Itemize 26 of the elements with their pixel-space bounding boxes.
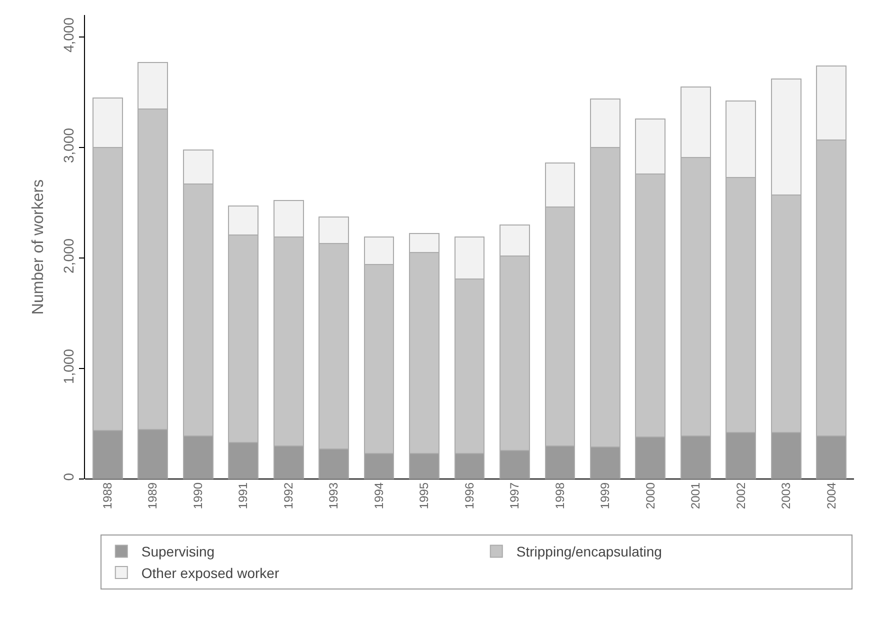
x-tick-label: 1994 [372,482,386,510]
x-tick-label: 1997 [508,482,522,510]
x-tick-label: 2004 [824,482,838,510]
legend-label: Stripping/encapsulating [516,544,662,560]
x-tick-label: 1990 [190,482,205,510]
x-tick-label: 1992 [281,482,296,510]
y-tick-label: 2,000 [60,238,76,274]
legend-label: Supervising [141,544,215,560]
x-tick-label: 1993 [326,482,341,510]
y-tick-label: 4,000 [60,17,76,53]
x-tick-label: 1998 [552,482,567,510]
x-tick-label: 1989 [146,482,160,510]
x-tick-label: 2002 [734,482,748,510]
y-tick-label: 3,000 [60,128,76,163]
legend-label: Other exposed worker [141,564,280,581]
x-tick-label: 1995 [417,482,432,510]
x-tick-label: 2001 [688,482,703,510]
y-axis-title: Number of workers [30,179,47,315]
x-tick-label: 2000 [643,482,658,510]
y-tick-label: 0 [60,472,76,481]
y-tick-label: 1,000 [60,348,76,384]
x-tick-label: 1991 [236,482,250,510]
x-tick-label: 1999 [598,482,612,510]
x-tick-label: 2003 [779,482,794,510]
x-tick-label: 1988 [100,482,115,510]
x-tick-label: 1996 [462,482,476,510]
